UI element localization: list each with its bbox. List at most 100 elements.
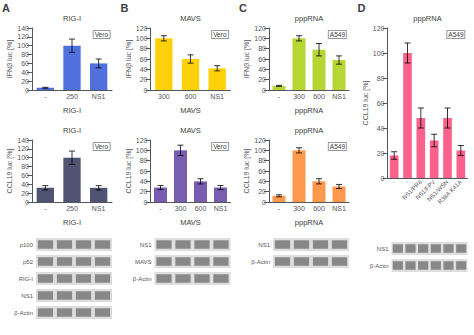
svg-text:100: 100 [373,50,385,57]
svg-text:120: 120 [17,145,29,152]
svg-text:β-Actin: β-Actin [251,259,270,265]
svg-text:-: - [278,205,281,212]
svg-text:60: 60 [140,56,148,63]
svg-text:100: 100 [136,35,148,42]
svg-text:NS1: NS1 [258,242,270,248]
svg-text:Vero: Vero [95,31,109,38]
svg-text:40: 40 [377,125,385,132]
svg-text:120: 120 [136,25,148,32]
svg-text:100: 100 [254,35,266,42]
svg-text:NS1: NS1 [332,93,346,100]
svg-text:0: 0 [262,87,266,94]
svg-text:60: 60 [140,168,148,175]
svg-text:β-Actin: β-Actin [370,263,389,269]
svg-text:120: 120 [17,33,29,40]
svg-text:20: 20 [258,76,266,83]
svg-text:80: 80 [258,157,266,164]
svg-text:IFNβ luc [%]: IFNβ luc [%] [125,40,133,78]
svg-text:CCL19 luc [%]: CCL19 luc [%] [125,149,133,194]
svg-text:A549: A549 [330,143,346,150]
svg-text:pppRNA: pppRNA [295,14,323,23]
svg-text:pppRNA: pppRNA [413,14,441,23]
svg-text:p100: p100 [20,242,34,248]
svg-text:20: 20 [258,188,266,195]
svg-text:A549: A549 [448,31,464,38]
svg-text:Vero: Vero [95,143,109,150]
svg-text:Vero: Vero [213,143,227,150]
svg-text:40: 40 [258,178,266,185]
svg-text:RIG-I: RIG-I [63,14,81,23]
svg-text:600: 600 [195,205,207,212]
svg-text:120: 120 [254,137,266,144]
svg-text:MAVS: MAVS [180,126,201,135]
svg-text:120: 120 [136,137,148,144]
svg-text:600: 600 [313,205,325,212]
svg-text:pppRNA: pppRNA [295,218,323,227]
svg-text:-: - [278,93,281,100]
svg-text:MAVS: MAVS [135,259,152,265]
svg-text:40: 40 [21,181,29,188]
svg-text:20: 20 [21,78,29,85]
svg-text:250: 250 [66,93,78,100]
svg-text:0: 0 [25,199,29,206]
svg-text:MAVS: MAVS [180,14,201,23]
svg-text:β-Actin: β-Actin [14,310,33,316]
svg-text:NS1: NS1 [92,93,106,100]
svg-text:0: 0 [381,175,385,182]
svg-text:CCL19 luc [%]: CCL19 luc [%] [362,81,370,126]
svg-text:-: - [391,179,397,185]
svg-text:CCL19 luc [%]: CCL19 luc [%] [6,149,14,194]
svg-text:600: 600 [185,93,197,100]
svg-text:40: 40 [140,178,148,185]
svg-text:pppRNA: pppRNA [295,106,323,115]
svg-text:300: 300 [158,93,170,100]
svg-text:40: 40 [258,66,266,73]
svg-text:RIG-I: RIG-I [63,126,81,135]
svg-text:MAVS: MAVS [180,218,201,227]
svg-text:100: 100 [254,147,266,154]
svg-text:NS1: NS1 [92,205,106,212]
svg-text:IFNβ luc [%]: IFNβ luc [%] [243,40,251,78]
svg-text:NS1: NS1 [140,242,152,248]
svg-text:0: 0 [262,199,266,206]
svg-text:NS1: NS1 [210,93,224,100]
svg-text:0: 0 [25,87,29,94]
svg-text:60: 60 [21,172,29,179]
svg-text:D: D [358,2,366,14]
svg-text:R38A K41A: R38A K41A [437,179,463,205]
svg-text:80: 80 [377,75,385,82]
svg-text:600: 600 [313,93,325,100]
svg-text:100: 100 [136,147,148,154]
svg-text:NS1: NS1 [377,246,389,252]
svg-text:60: 60 [377,100,385,107]
svg-text:β-Actin: β-Actin [133,276,152,282]
svg-text:80: 80 [140,45,148,52]
svg-text:80: 80 [258,45,266,52]
svg-text:RIG-I: RIG-I [63,106,81,115]
svg-text:300: 300 [293,93,305,100]
svg-text:-: - [159,205,162,212]
svg-text:Vero: Vero [213,31,227,38]
svg-text:80: 80 [21,51,29,58]
svg-text:CCL19 luc [%]: CCL19 luc [%] [243,149,251,194]
svg-text:C: C [239,2,247,14]
svg-text:0: 0 [144,87,148,94]
svg-text:300: 300 [293,205,305,212]
svg-text:80: 80 [140,157,148,164]
svg-text:NS1: NS1 [214,205,228,212]
svg-text:300: 300 [175,205,187,212]
svg-text:NS1: NS1 [332,205,346,212]
svg-text:RIG-I: RIG-I [19,276,34,282]
svg-text:250: 250 [66,205,78,212]
svg-text:20: 20 [21,190,29,197]
svg-text:A549: A549 [330,31,346,38]
svg-text:RIG-I: RIG-I [63,218,81,227]
svg-text:pppRNA: pppRNA [295,126,323,135]
svg-text:-: - [404,179,410,185]
svg-text:NS1: NS1 [21,293,33,299]
svg-text:120: 120 [373,25,385,32]
svg-text:p52: p52 [23,259,34,265]
svg-text:40: 40 [21,69,29,76]
svg-text:60: 60 [258,56,266,63]
svg-text:120: 120 [254,25,266,32]
